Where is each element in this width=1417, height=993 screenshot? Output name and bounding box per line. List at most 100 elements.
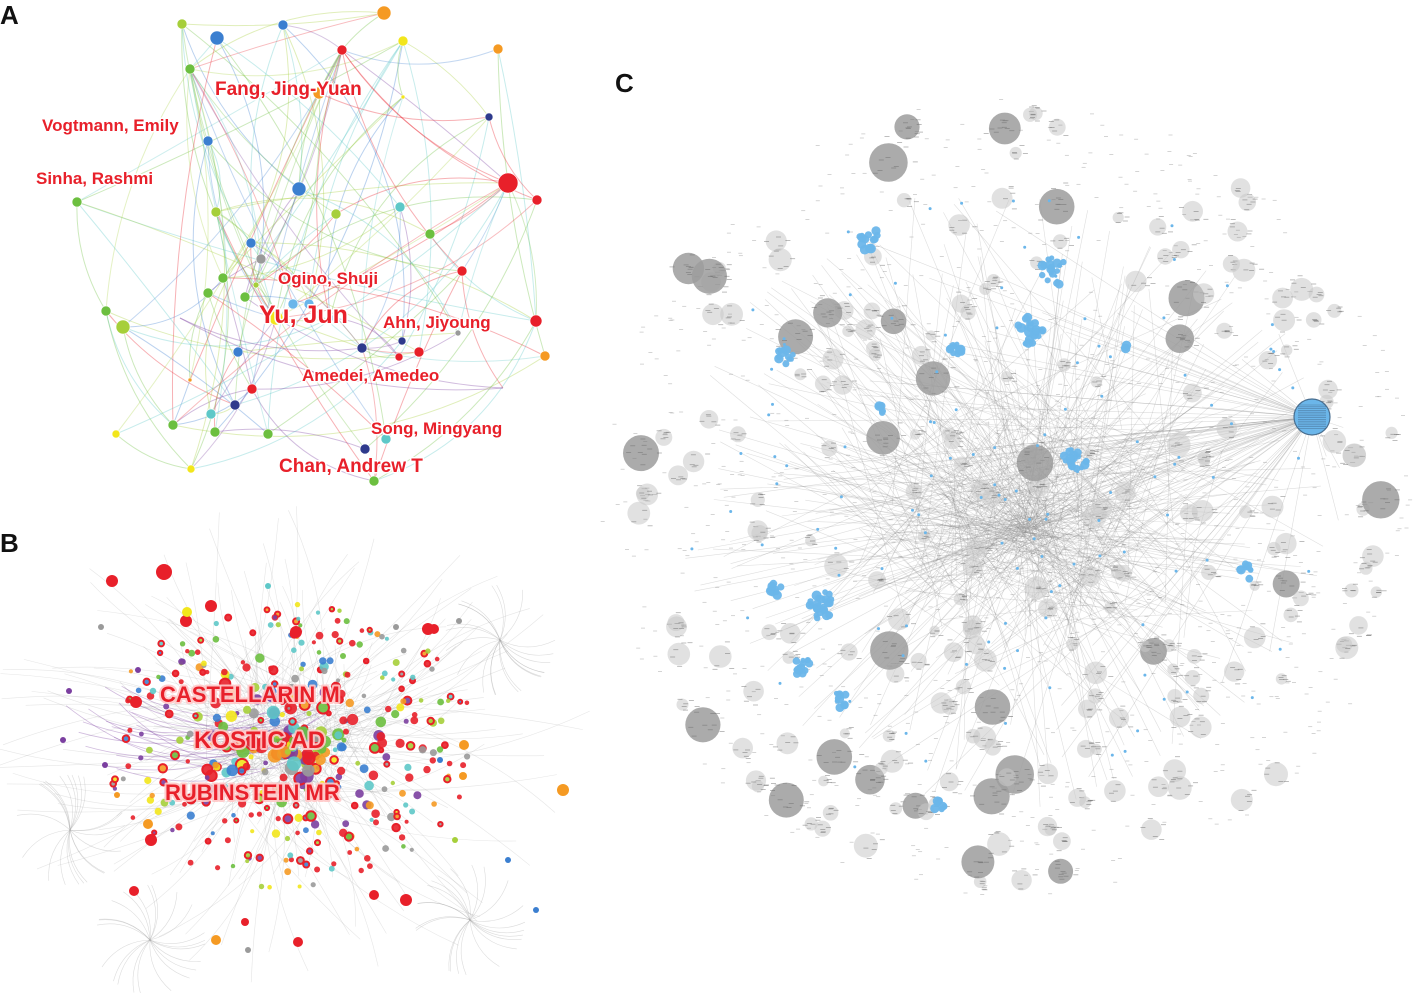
keyword-cluster: [814, 820, 831, 837]
keyword-node: [1135, 440, 1139, 444]
reference-node: [263, 760, 268, 766]
cluster-blob: [1023, 107, 1038, 122]
edge: [461, 600, 501, 641]
reference-node: [258, 883, 265, 890]
reference-node: [365, 801, 374, 810]
edge: [60, 829, 71, 885]
reference-node: [338, 743, 347, 752]
reference-node: [261, 768, 269, 776]
keyword-cluster: [869, 136, 918, 182]
edge: [36, 776, 215, 870]
edge: [469, 919, 523, 937]
edge: [953, 417, 1014, 528]
edge: [892, 198, 916, 505]
keyword-node: [1297, 456, 1300, 460]
reference-node: [130, 815, 136, 820]
edge: [886, 380, 1126, 512]
edge: [67, 774, 76, 831]
keyword-cluster: [709, 641, 735, 670]
reference-node: [305, 810, 317, 822]
reference-node: [210, 697, 222, 709]
edge: [361, 96, 404, 349]
keyword-cluster: [1057, 358, 1078, 372]
keyword-node: [1278, 647, 1282, 651]
edge: [899, 524, 1028, 527]
keyword-node: [1278, 368, 1282, 372]
reference-node: [250, 726, 258, 735]
edge: [917, 509, 1064, 577]
keyword-cluster: [1258, 351, 1280, 370]
keyword-node: [1077, 235, 1081, 239]
edge: [965, 500, 1036, 520]
keyword-node: [853, 765, 857, 769]
keyword-cluster: [1104, 602, 1118, 614]
edge: [1051, 535, 1161, 756]
keyword-cluster: [1104, 777, 1126, 802]
reference-node: [391, 822, 401, 833]
cluster-blob: [925, 330, 937, 341]
edge: [1042, 312, 1313, 418]
keyword-node: [1123, 749, 1127, 753]
edge: [158, 736, 350, 937]
reference-node: [319, 657, 327, 665]
keyword-cluster: [991, 186, 1017, 210]
reference-node: [392, 659, 400, 666]
edge: [302, 705, 583, 730]
cluster-blob: [1293, 590, 1309, 607]
keyword-node: [929, 474, 933, 478]
reference-node: [256, 811, 262, 817]
edge: [826, 382, 1030, 420]
edge: [149, 939, 172, 991]
edge: [336, 729, 496, 736]
edge: [402, 40, 490, 118]
edge: [1018, 333, 1062, 526]
edge: [922, 524, 1137, 557]
edge: [267, 40, 404, 435]
edge: [1091, 277, 1123, 430]
cluster-blob: [1238, 193, 1257, 212]
reference-node: [245, 859, 250, 864]
edge: [1009, 378, 1198, 507]
edge: [971, 393, 1146, 472]
keyword-node: [813, 602, 823, 613]
edge: [779, 442, 926, 565]
edge: [1125, 447, 1246, 672]
edge: [852, 564, 1130, 582]
edge: [189, 68, 209, 381]
edge: [789, 461, 1008, 537]
edge: [267, 270, 463, 435]
reference-node: [409, 847, 414, 852]
edge: [356, 738, 391, 783]
panel-c-clusters: [600, 99, 1413, 895]
reference-node: [227, 735, 233, 741]
edge: [171, 37, 218, 426]
cluster-blob: [1057, 358, 1071, 372]
edge: [861, 500, 1084, 567]
edge: [123, 891, 151, 941]
edge: [909, 571, 945, 731]
reference-node: [295, 726, 310, 742]
edge: [179, 317, 363, 352]
edge: [816, 435, 1043, 533]
reference-node: [273, 730, 283, 739]
reference-node: [212, 713, 221, 723]
keyword-node: [1083, 317, 1087, 321]
edge: [1045, 210, 1088, 422]
keyword-node: [739, 452, 743, 455]
edge: [341, 49, 509, 184]
panel-c-letter: C: [615, 68, 634, 98]
keyword-node: [1058, 584, 1062, 588]
edge: [1055, 549, 1114, 779]
edge: [137, 939, 151, 993]
reference-node: [125, 698, 131, 704]
reference-node: [289, 737, 297, 745]
keyword-cluster: [1358, 481, 1400, 519]
edge: [943, 445, 994, 548]
edge: [866, 525, 1177, 571]
reference-node: [319, 735, 331, 748]
edge: [996, 328, 1193, 523]
keyword-cluster: [930, 692, 960, 717]
keyword-node: [834, 693, 845, 704]
reference-node: [241, 918, 249, 926]
